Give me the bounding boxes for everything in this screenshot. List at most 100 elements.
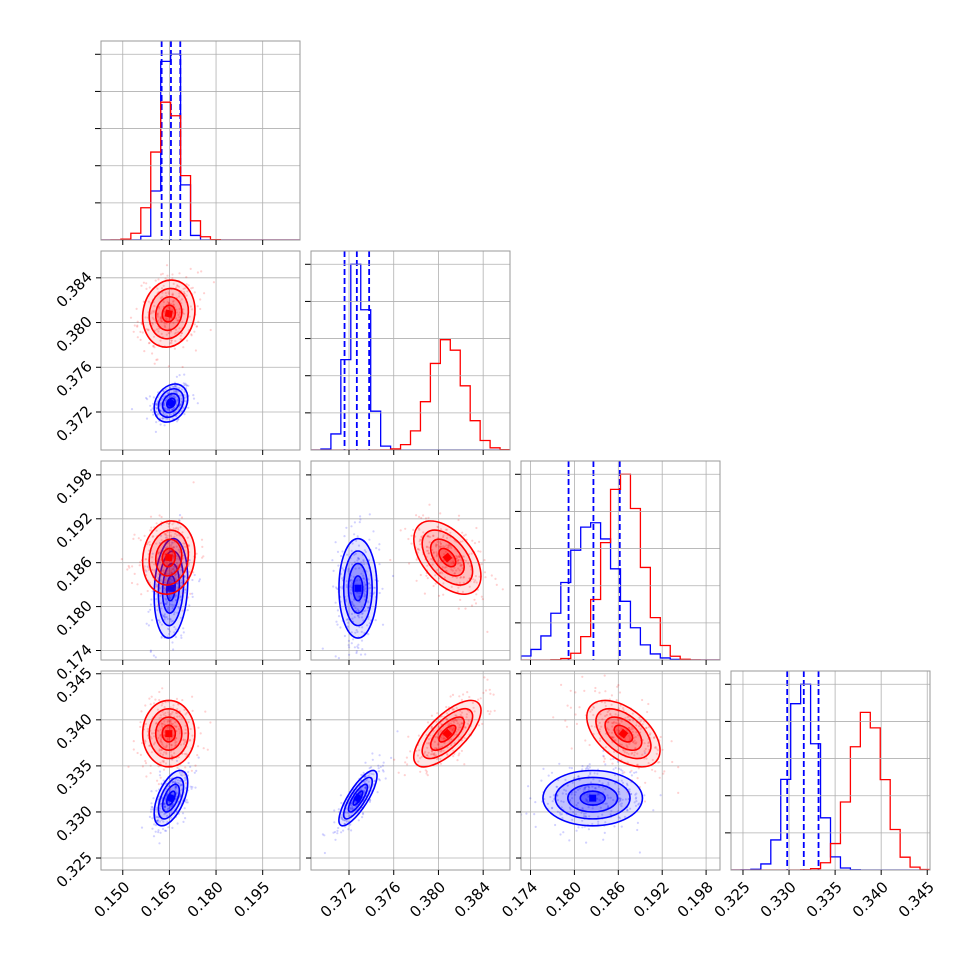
sample-point (451, 729, 454, 732)
sample-point (178, 386, 181, 390)
sample-point (184, 724, 187, 727)
sample-point (160, 563, 163, 566)
sample-point (162, 614, 165, 618)
sample-point (160, 782, 163, 785)
sample-point (583, 689, 586, 692)
sample-point (643, 750, 646, 753)
sample-point (171, 523, 174, 526)
y-tick-label: 0.186 (53, 553, 96, 596)
sample-point (583, 786, 586, 789)
sample-point (174, 787, 177, 790)
sample-point (142, 300, 145, 303)
sample-point (459, 598, 462, 601)
sample-point (154, 430, 157, 433)
sample-point (592, 778, 595, 781)
sample-point (140, 284, 143, 287)
sample-point (166, 579, 169, 583)
sample-point (612, 768, 615, 771)
sample-point (183, 591, 186, 594)
sample-point (160, 722, 163, 725)
sample-point (166, 537, 169, 540)
sample-point (443, 545, 446, 548)
sample-point (165, 397, 169, 401)
sample-point (381, 764, 384, 767)
sample-point (626, 791, 629, 794)
sample-point (430, 557, 433, 561)
sample-point (190, 287, 193, 290)
sample-point (436, 540, 439, 543)
sample-point (155, 789, 158, 792)
sample-point (403, 774, 406, 777)
sample-point (163, 322, 166, 325)
sample-point (155, 542, 158, 545)
sample-point (164, 407, 167, 410)
sample-point (172, 282, 175, 285)
sample-point (181, 320, 184, 323)
sample-point (160, 320, 164, 323)
sample-point (458, 569, 461, 572)
sample-point (173, 570, 176, 573)
sample-point (186, 536, 189, 539)
sample-point (181, 774, 184, 777)
sample-point (352, 575, 355, 578)
sample-point (157, 819, 160, 822)
y-tick-label: 0.340 (53, 710, 96, 753)
sample-point (135, 307, 138, 310)
sample-point (333, 809, 336, 812)
sample-point (442, 536, 445, 539)
sample-point (586, 799, 589, 802)
sample-point (617, 790, 620, 793)
contour-line (429, 716, 465, 752)
histogram-step (311, 263, 510, 450)
sample-point (151, 806, 154, 809)
sample-point (169, 789, 172, 792)
sample-point (457, 728, 460, 731)
sample-point (180, 397, 183, 400)
sample-point (368, 774, 371, 777)
sample-point (159, 317, 162, 320)
sample-point (436, 543, 439, 546)
sample-point (171, 408, 174, 411)
sample-point (637, 803, 640, 806)
sample-point (157, 815, 160, 819)
sample-point (419, 757, 422, 760)
sample-point (619, 797, 622, 800)
sample-point (159, 761, 162, 764)
sample-point (183, 373, 186, 376)
sample-point (169, 618, 172, 621)
sample-point (457, 514, 461, 517)
sample-point (174, 743, 177, 747)
sample-point (192, 571, 195, 574)
sample-point (458, 556, 462, 559)
sample-point (177, 581, 180, 584)
sample-point (174, 384, 177, 387)
sample-point (150, 805, 153, 808)
sample-point (139, 539, 142, 542)
sample-point (585, 815, 588, 818)
sample-point (342, 829, 345, 832)
sample-point (166, 546, 169, 549)
sample-point (458, 726, 461, 729)
sample-point (169, 530, 172, 533)
sample-point (462, 576, 466, 579)
sample-point (332, 831, 335, 834)
sample-point (349, 808, 352, 811)
sample-point (162, 579, 165, 582)
sample-point (136, 325, 139, 328)
sample-point (638, 802, 641, 805)
sample-point (348, 653, 351, 656)
sample-point (493, 709, 496, 712)
sample-point (562, 831, 565, 834)
sample-point (645, 726, 648, 729)
sample-point (158, 621, 161, 624)
sample-point (453, 742, 456, 745)
sample-point (158, 717, 161, 720)
sample-point (155, 583, 158, 586)
sample-point (145, 282, 148, 285)
sample-point (156, 819, 159, 822)
sample-point (161, 702, 164, 705)
sample-point (490, 574, 493, 577)
sample-point (178, 534, 181, 537)
sample-point (438, 572, 442, 575)
sample-point (357, 544, 361, 547)
